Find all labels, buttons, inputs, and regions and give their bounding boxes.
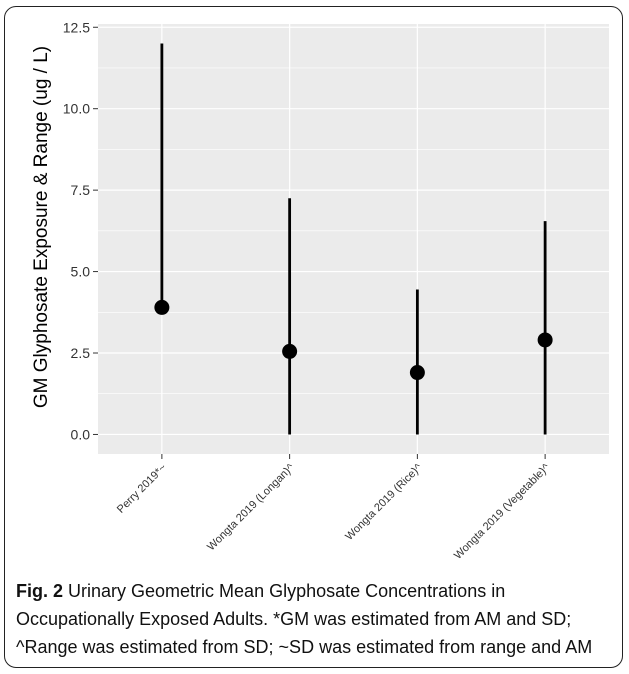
gm-points — [154, 299, 553, 381]
y-tick-label: 0.0 — [71, 426, 91, 442]
x-tick-label: Wongta 2019 (Vegetable)^ — [452, 461, 553, 562]
y-axis: 0.0 2.5 5.0 7.5 10.0 12.5 — [63, 19, 98, 442]
x-tick-label: Wongta 2019 (Longan)^ — [205, 461, 297, 553]
figure-label: Fig. 2 — [16, 581, 64, 601]
x-tick-label: Perry 2019*~ — [115, 462, 169, 516]
figure-caption: Fig. 2 Urinary Geometric Mean Glyphosate… — [16, 577, 616, 661]
x-tick-label: Wongta 2019 (Rice)^ — [343, 461, 425, 543]
y-tick-label: 7.5 — [71, 182, 91, 198]
y-axis-label: GM Glyphosate Exposure & Range (ug / L) — [31, 46, 52, 408]
grid-minor — [98, 67, 609, 395]
gm-point — [154, 299, 170, 315]
gm-point — [282, 343, 298, 359]
y-tick-label: 5.0 — [71, 264, 91, 280]
x-axis: Perry 2019*~ Wongta 2019 (Longan)^ Wongta … — [115, 454, 553, 562]
caption-text: Urinary Geometric Mean Glyphosate Concen… — [16, 581, 593, 657]
y-tick-label: 2.5 — [71, 345, 91, 361]
gm-point — [409, 365, 425, 381]
y-tick-label: 10.0 — [63, 101, 90, 117]
range-lines — [160, 43, 547, 435]
y-tick-label: 12.5 — [63, 19, 90, 35]
gm-point — [537, 332, 553, 348]
chart: 0.0 2.5 5.0 7.5 10.0 12.5 Perry 2019*~ Wongta … — [31, 19, 609, 562]
plot-panel — [98, 24, 609, 454]
